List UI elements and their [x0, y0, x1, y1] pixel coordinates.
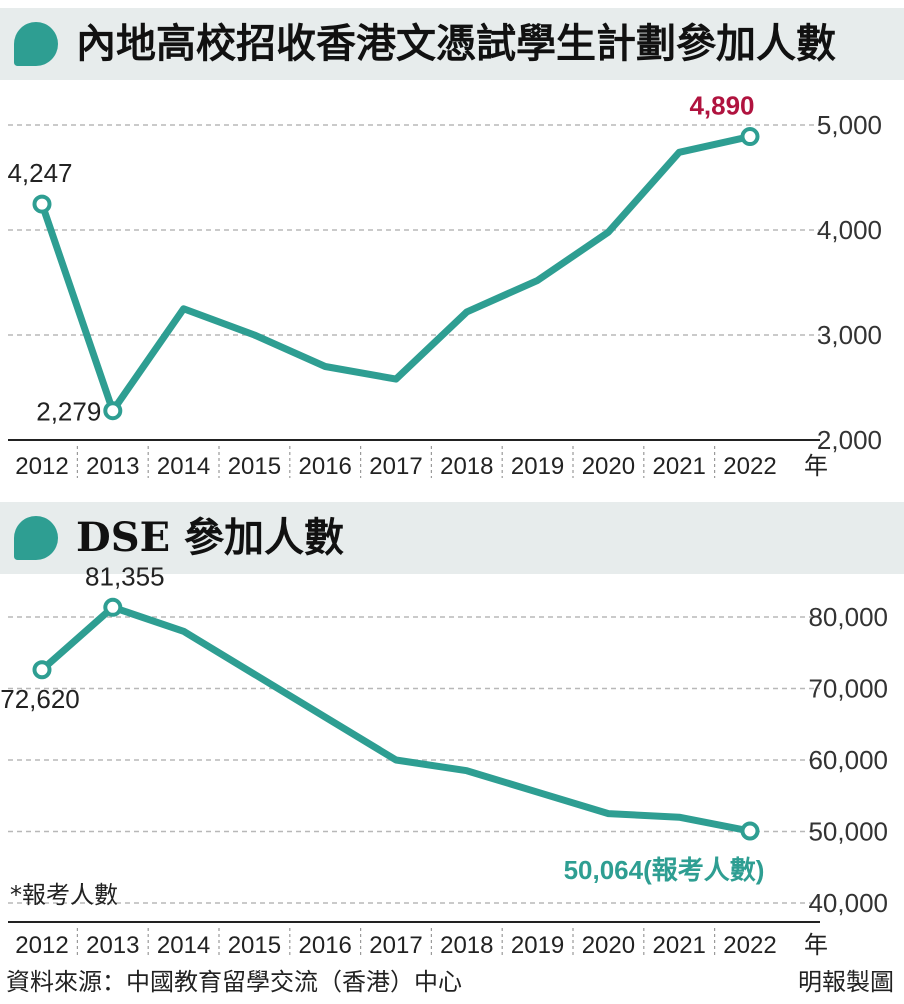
x-tick-label: 2014 — [157, 932, 210, 959]
x-tick-label: 2013 — [86, 453, 139, 480]
data-label: 4,890 — [689, 91, 754, 121]
x-tick-label: 2019 — [511, 932, 564, 959]
y-tick-label: 40,000 — [808, 888, 888, 918]
data-point-marker — [32, 660, 52, 680]
data-point-marker — [740, 821, 760, 841]
x-tick-label: 2014 — [157, 453, 210, 480]
footnote: *報考人數 — [10, 881, 118, 909]
credit-note: 明報製圖 — [798, 968, 894, 996]
x-tick-label: 2018 — [440, 932, 493, 959]
x-tick-label: 2022 — [723, 932, 776, 959]
series-line — [38, 133, 754, 415]
speech-bubble-icon — [14, 516, 58, 560]
chart2-header: DSE 參加人數 — [0, 502, 904, 574]
series-line — [38, 603, 754, 835]
data-label-suffix: (報考人數) — [643, 855, 764, 885]
x-tick-label: 2017 — [369, 453, 422, 480]
x-tick-label: 2016 — [299, 932, 352, 959]
footer: 資料來源：中國教育留學交流（香港）中心 明報製圖 — [0, 960, 904, 1004]
x-tick-label: 2017 — [369, 932, 422, 959]
y-tick-label: 5,000 — [817, 110, 882, 140]
data-label: 2,279 — [36, 397, 101, 427]
source-note: 資料來源：中國教育留學交流（香港）中心 — [6, 968, 462, 996]
x-tick-label: 2012 — [15, 932, 68, 959]
x-tick-label: 2020 — [582, 453, 635, 480]
x-tick-label: 2021 — [653, 932, 706, 959]
chart1-header: 內地高校招收香港文憑試學生計劃參加人數 — [0, 8, 904, 80]
data-label: 50,064(報考人數) — [564, 855, 765, 885]
data-point-marker — [103, 597, 123, 617]
x-tick-label: 2016 — [299, 453, 352, 480]
y-tick-label: 50,000 — [808, 817, 888, 847]
x-tick-label: 2012 — [15, 453, 68, 480]
data-point-marker — [32, 194, 52, 214]
y-tick-label: 80,000 — [808, 602, 888, 632]
x-tick-label: 2019 — [511, 453, 564, 480]
chart1-title: 內地高校招收香港文憑試學生計劃參加人數 — [76, 20, 836, 67]
data-label: 4,247 — [7, 158, 72, 188]
x-tick-label: 2013 — [86, 932, 139, 959]
x-tick-label: 2018 — [440, 453, 493, 480]
x-tick-label: 2015 — [228, 932, 281, 959]
x-tick-label: 2022 — [723, 453, 776, 480]
chart2-title: DSE 參加人數 — [76, 514, 344, 561]
data-point-marker — [740, 127, 760, 147]
data-label: 72,620 — [0, 684, 80, 714]
y-tick-label: 70,000 — [808, 674, 888, 704]
x-unit-label: 年 — [804, 931, 828, 959]
x-tick-label: 2021 — [653, 453, 706, 480]
y-tick-label: 2,000 — [817, 425, 882, 455]
y-tick-label: 60,000 — [808, 745, 888, 775]
y-tick-label: 4,000 — [817, 215, 882, 245]
data-label: 81,355 — [85, 561, 165, 591]
data-point-marker — [103, 401, 123, 421]
x-tick-label: 2015 — [228, 453, 281, 480]
x-unit-label: 年 — [804, 452, 828, 480]
speech-bubble-icon — [14, 22, 58, 66]
x-tick-label: 2020 — [582, 932, 635, 959]
y-tick-label: 3,000 — [817, 320, 882, 350]
